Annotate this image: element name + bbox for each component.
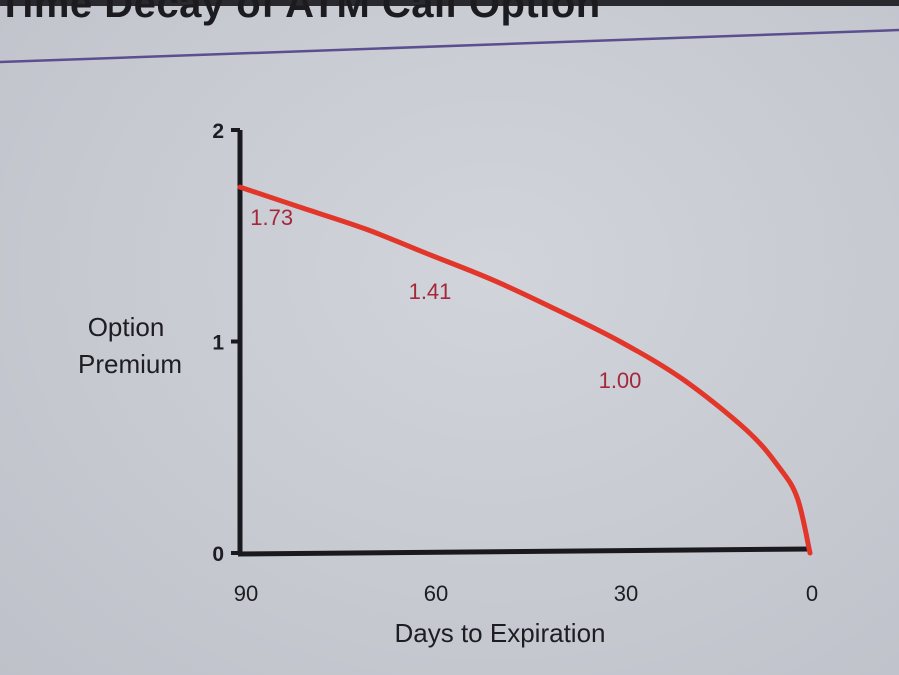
- y-tick-labels: 0 1 2: [212, 120, 224, 566]
- title-divider: [0, 28, 899, 64]
- slide-title: Time Decay of ATM Call Option: [0, 0, 601, 26]
- data-label-0: 1.73: [250, 205, 293, 230]
- x-tick-label-30: 30: [614, 581, 638, 606]
- data-labels: 1.73 1.41 1.00: [250, 205, 641, 393]
- y-tick-label-0: 0: [212, 543, 224, 566]
- y-tick-label-1: 1: [212, 332, 224, 355]
- x-tick-labels: 90 60 30 0: [234, 581, 818, 606]
- y-axis-label-line2: Premium: [78, 349, 182, 379]
- x-tick-label-90: 90: [234, 581, 258, 606]
- y-axis-label-line1: Option: [88, 312, 165, 342]
- data-label-2: 1.00: [599, 368, 642, 393]
- x-axis-line: [237, 546, 811, 557]
- premium-decay-curve: [237, 184, 813, 556]
- x-tick-label-0: 0: [806, 581, 818, 606]
- x-axis-label: Days to Expiration: [395, 618, 606, 648]
- chart-axes: [231, 128, 811, 557]
- data-label-1: 1.41: [409, 279, 452, 304]
- y-tick-label-2: 2: [212, 120, 224, 143]
- chart-series: [237, 184, 813, 556]
- top-bar: [0, 0, 899, 6]
- x-tick-label-60: 60: [424, 581, 448, 606]
